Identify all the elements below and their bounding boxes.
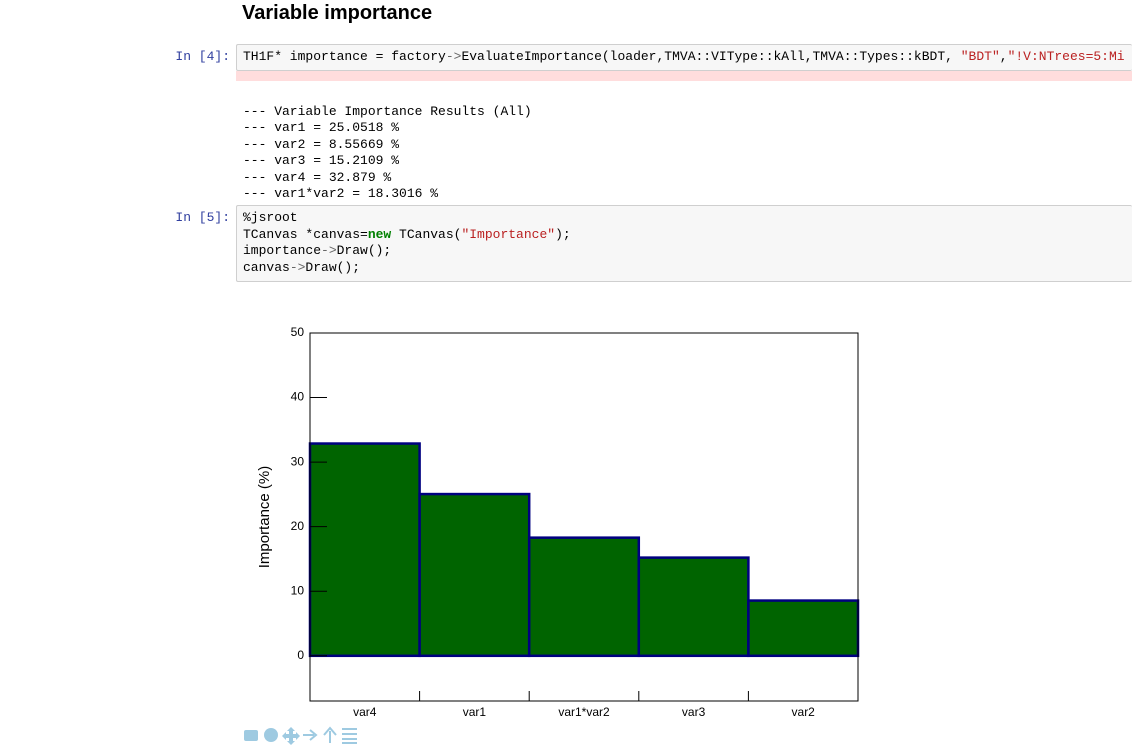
plot-frame-border [309,332,859,702]
code: importance [243,243,322,258]
code-line: %jsroot [243,210,1126,227]
code-line: TCanvas *canvas=new TCanvas("Importance"… [243,227,1126,244]
bar [308,442,421,658]
code: canvas [243,259,290,275]
code: "!V:NTrees=5:Mi [1007,49,1125,64]
output-line: --- var2 = 8.55669 % [243,136,400,152]
arrow-icon[interactable] [303,729,318,741]
code: EvaluateImportance(loader,TMVA::VIType::… [461,49,961,64]
x-tick-label: var3 [682,705,706,719]
code: TCanvas( [391,226,462,242]
output-line: --- var1 = 25.0518 % [243,120,400,135]
arrow-up-icon[interactable] [323,726,337,743]
y-tick-label: 30 [291,454,305,468]
output-line: --- var4 = 32.879 % [243,169,392,185]
x-tick-label: var1*var2 [558,705,610,719]
y-tick-label: 40 [291,390,305,404]
menu-icon[interactable] [342,728,357,744]
bar [527,536,641,658]
y-axis-label: Importance (%) [256,466,273,569]
code: TH1F* importance = factory [243,49,446,64]
output-line: --- Variable Importance Results (All) [243,103,532,119]
x-tick-label: var2 [792,705,816,719]
code-cell[interactable]: TH1F* importance = factory->EvaluateImpo… [236,44,1132,71]
code: ); [555,226,571,242]
bar [747,599,860,658]
code: TCanvas *canvas= [243,226,368,242]
camera-icon[interactable] [244,730,258,741]
bar [418,492,531,658]
prompt: In [4]: [175,49,230,64]
code-cell[interactable]: %jsroot TCanvas *canvas=new TCanvas("Impo… [236,205,1132,282]
move-icon[interactable] [282,727,300,745]
code: new [367,226,392,242]
code-line: importance->Draw(); [243,243,1126,260]
code: , [999,49,1008,64]
code-line: canvas->Draw(); [243,260,1126,277]
y-tick-label: 20 [291,519,305,533]
code: -> [445,49,462,64]
code: Draw(); [336,243,392,258]
code: "BDT" [960,49,1000,64]
code: "Importance" [461,226,556,242]
code: -> [289,259,306,275]
y-tick-label: 0 [297,648,304,662]
output: --- Variable Importance Results (All) ---… [243,87,532,219]
code: %jsroot [243,210,298,225]
code: -> [321,243,337,258]
heading: Variable importance [242,2,433,24]
toolbar [244,726,357,745]
output-line: --- var3 = 15.2109 % [243,153,400,168]
x-tick-label: var4 [353,705,377,719]
prompt: In [5]: [175,210,230,225]
bar [637,556,750,658]
output-line: --- var1*var2 = 18.3016 % [243,186,439,201]
help-icon[interactable] [264,728,278,742]
stderr-bar [236,71,1132,81]
y-tick-label: 50 [291,325,305,339]
y-tick-label: 10 [291,583,305,597]
code: Draw(); [305,259,361,275]
x-tick-label: var1 [463,705,487,719]
